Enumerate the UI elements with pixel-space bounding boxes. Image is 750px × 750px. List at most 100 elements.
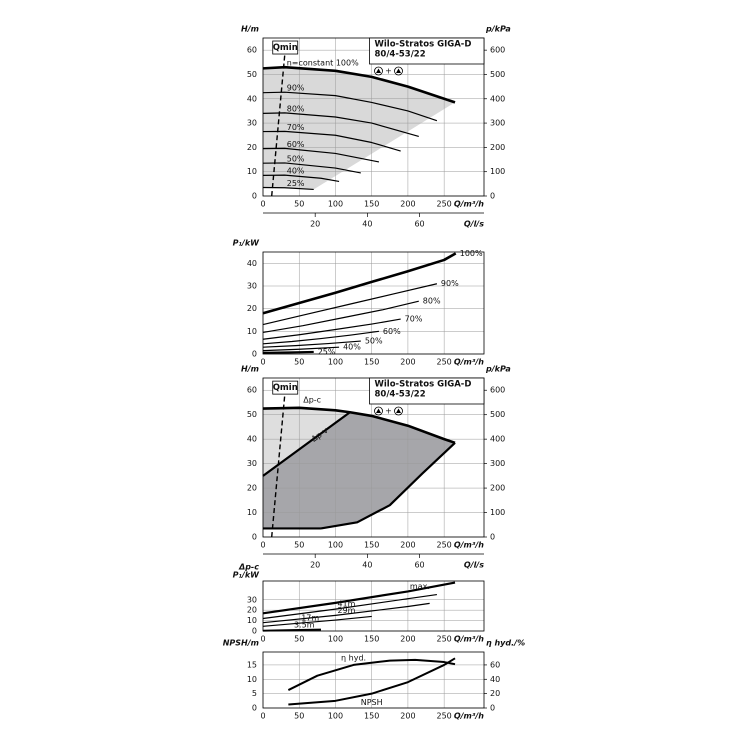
x-tick-label: 250 xyxy=(437,541,452,550)
x-tick-label: 100 xyxy=(328,712,343,721)
x-tick-label: 150 xyxy=(364,541,379,550)
y-tick-label: 60 xyxy=(247,386,257,395)
y2-tick-label: 20 xyxy=(490,689,500,698)
curve-label: 100% xyxy=(460,249,483,258)
x2-tick-label: 40 xyxy=(362,561,372,570)
y2-tick-label: 0 xyxy=(490,192,495,201)
y-tick-label: 40 xyxy=(247,94,257,103)
symbol-join: + xyxy=(385,407,392,416)
curve-label: Qmin xyxy=(273,43,298,53)
y2-tick-label: 100 xyxy=(490,167,505,176)
y2-tick-label: 40 xyxy=(490,675,500,684)
curve-label: 50% xyxy=(365,337,383,346)
y2-tick-label: 600 xyxy=(490,386,505,395)
y-tick-label: 30 xyxy=(247,282,257,291)
curve xyxy=(262,112,419,138)
curve-label: 90% xyxy=(441,279,459,288)
y-tick-label: 50 xyxy=(247,70,257,79)
y2-tick-label: 400 xyxy=(490,435,505,444)
curve xyxy=(262,65,456,104)
curve xyxy=(262,406,456,445)
plot-border xyxy=(262,580,485,632)
curve xyxy=(262,350,314,354)
y-tick-label: 30 xyxy=(247,595,257,604)
x-tick-label: 50 xyxy=(294,358,304,367)
x-tick-label: 50 xyxy=(294,635,304,644)
x-tick-label: 100 xyxy=(328,635,343,644)
x-tick-label: 100 xyxy=(328,358,343,367)
curve-label: 40% xyxy=(343,343,361,352)
x-tick-label: 50 xyxy=(294,712,304,721)
curve-label: 40% xyxy=(287,167,305,176)
curve-label: max. xyxy=(410,582,430,591)
x-tick-label: 250 xyxy=(437,358,452,367)
curve-label: NPSH xyxy=(361,698,383,707)
model-box xyxy=(369,377,485,405)
curve-label: 25% xyxy=(287,179,305,188)
x-tick-label: 150 xyxy=(364,358,379,367)
y2-tick-label: 60 xyxy=(490,660,500,669)
y2-tick-label: 300 xyxy=(490,119,505,128)
model-name: 80/4-53/22 xyxy=(375,50,426,60)
y-tick-label: 0 xyxy=(252,704,257,713)
curve-label: 29m xyxy=(337,606,355,615)
y2-axis-label: p/kPa xyxy=(485,25,511,34)
y-axis-label: P₁/kW xyxy=(233,239,261,248)
curve xyxy=(320,442,456,530)
curve xyxy=(262,602,430,624)
curve xyxy=(262,628,321,632)
x-axis-label: Q/m³/h xyxy=(454,358,484,367)
y-axis-label: Δp-c xyxy=(238,563,259,572)
x-tick-label: 150 xyxy=(364,712,379,721)
curve-label: 90% xyxy=(287,84,305,93)
y2-axis-label: p/kPa xyxy=(485,365,511,374)
y-tick-label: 50 xyxy=(247,410,257,419)
y2-tick-label: 0 xyxy=(490,533,495,542)
x-tick-label: 250 xyxy=(437,712,452,721)
y2-tick-label: 200 xyxy=(490,484,505,493)
x2-tick-label: 60 xyxy=(414,561,424,570)
curve-label: 3.5m xyxy=(294,621,315,630)
y-tick-label: 10 xyxy=(247,616,257,625)
y-axis-label: H/m xyxy=(241,25,259,34)
x2-tick-label: 20 xyxy=(310,220,320,229)
curve-label: 25% xyxy=(318,347,336,356)
y2-tick-label: 200 xyxy=(490,143,505,152)
y-tick-label: 30 xyxy=(247,459,257,468)
curve-label: 80% xyxy=(287,104,305,113)
y-tick-label: 10 xyxy=(247,508,257,517)
x2-tick-label: 40 xyxy=(362,220,372,229)
x2-axis-label: Q/l/s xyxy=(464,220,484,229)
plot-border xyxy=(262,251,485,355)
model-box xyxy=(369,37,485,65)
curve-label: 70% xyxy=(405,315,423,324)
y-tick-label: 0 xyxy=(252,627,257,636)
curve-label: 60% xyxy=(383,327,401,336)
curve-label: n=constant 100% xyxy=(287,59,359,68)
curve xyxy=(262,252,457,315)
y-tick-label: 10 xyxy=(247,675,257,684)
y-tick-label: 0 xyxy=(252,350,257,359)
y-tick-label: 40 xyxy=(247,259,257,268)
curve-label: 41m xyxy=(337,600,355,609)
curve xyxy=(262,186,314,191)
y-tick-label: 40 xyxy=(247,435,257,444)
x-tick-label: 200 xyxy=(400,712,415,721)
x-tick-label: 200 xyxy=(400,358,415,367)
x2-axis-label: Q/l/s xyxy=(464,561,484,570)
model-name: Wilo-Stratos GIGA-D xyxy=(375,380,472,390)
x-axis-label: Q/m³/h xyxy=(454,712,484,721)
curve-label: 17m xyxy=(301,614,319,623)
y2-tick-label: 0 xyxy=(490,704,495,713)
pump-icon xyxy=(376,68,382,73)
qmin-box xyxy=(272,380,299,395)
x-tick-label: 250 xyxy=(437,200,452,209)
x-axis-label: Q/m³/h xyxy=(454,635,484,644)
y2-tick-label: 100 xyxy=(490,508,505,517)
plot-frame xyxy=(263,652,484,708)
curve xyxy=(262,411,351,477)
curve xyxy=(262,615,372,627)
curve xyxy=(262,147,380,163)
x-axis-label: Q/m³/h xyxy=(454,541,484,550)
y-axis-label: NPSH/m xyxy=(223,639,259,648)
